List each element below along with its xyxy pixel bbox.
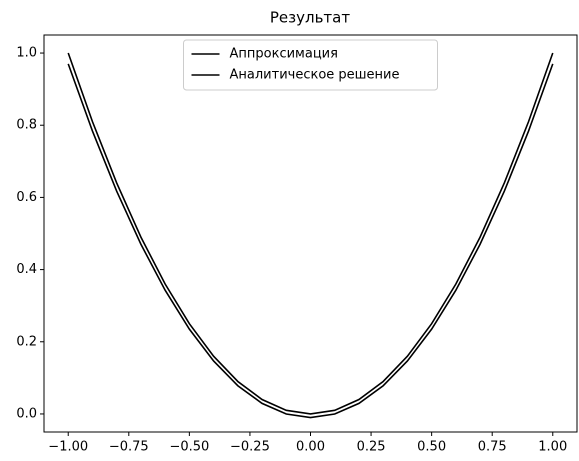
- y-tick-label: 0.2: [16, 334, 37, 349]
- legend-label: Аппроксимация: [230, 47, 338, 62]
- x-tick-label: 0.00: [296, 440, 325, 455]
- x-tick-label: 1.00: [538, 440, 567, 455]
- y-tick-label: 0.0: [16, 406, 37, 421]
- y-tick-label: 1.0: [16, 46, 37, 61]
- x-tick-label: 0.75: [478, 440, 507, 455]
- legend-box: [183, 39, 438, 91]
- legend-label: Аналитическое решение: [230, 68, 400, 83]
- x-tick-label: −1.00: [48, 440, 88, 455]
- x-tick-label: −0.50: [169, 440, 209, 455]
- x-tick-label: −0.25: [230, 440, 270, 455]
- line-series: [67, 52, 554, 415]
- chart-title: Результат: [270, 9, 350, 27]
- x-tick-label: 0.25: [357, 440, 386, 455]
- y-tick-label: 0.4: [16, 262, 37, 277]
- plot-frame: [43, 34, 578, 433]
- x-tick-label: −0.75: [109, 440, 149, 455]
- y-tick-label: 0.8: [16, 118, 37, 133]
- x-tick-label: 0.50: [417, 440, 446, 455]
- y-tick-label: 0.6: [16, 190, 37, 205]
- line-series: [67, 63, 554, 419]
